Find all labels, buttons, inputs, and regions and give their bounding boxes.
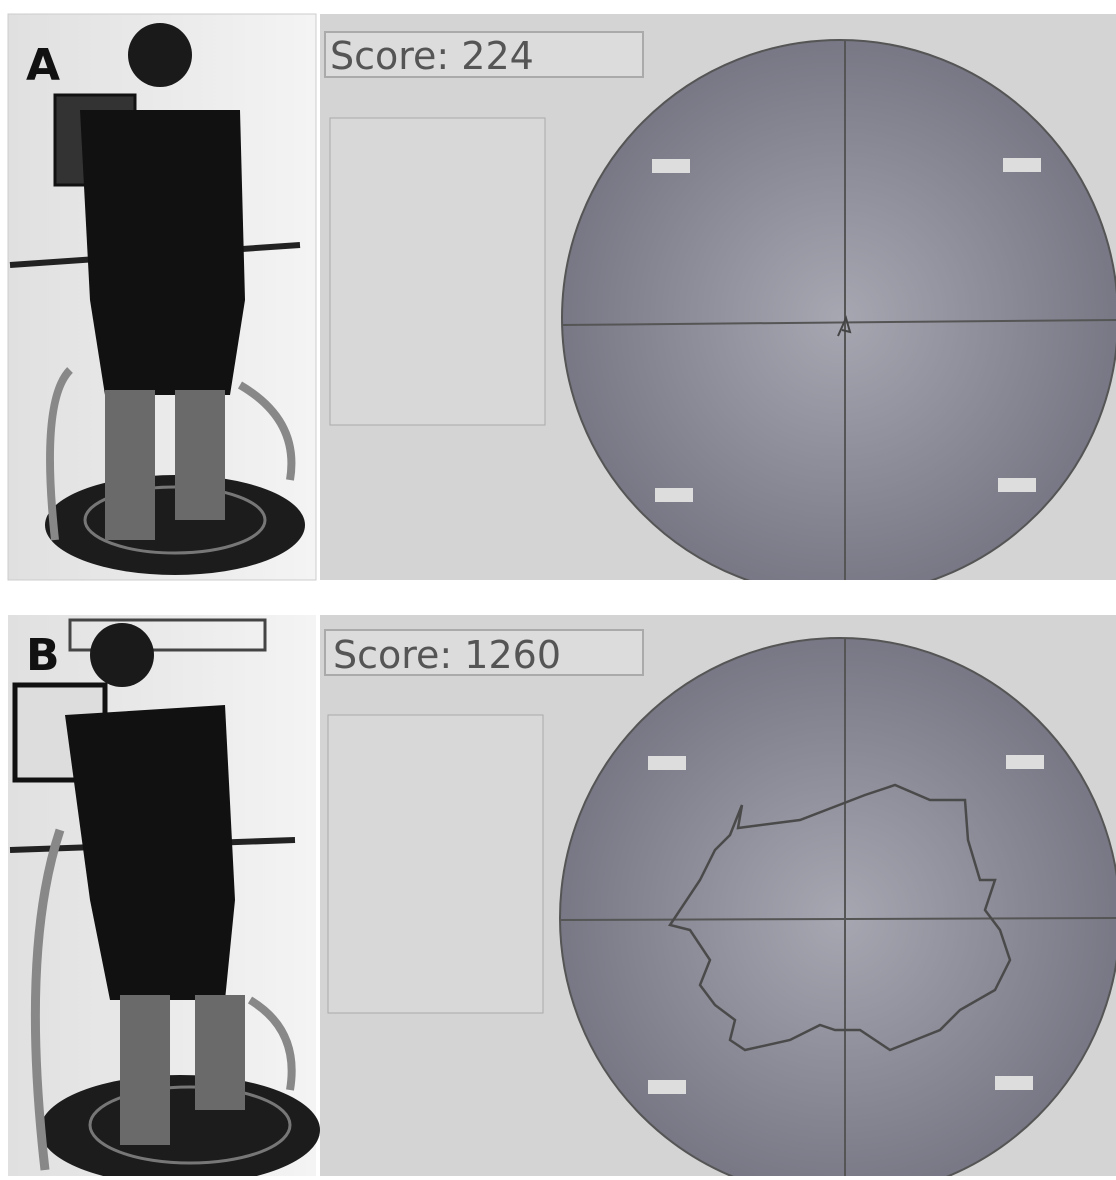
score: Score: 224 — [330, 34, 534, 78]
screen-b: Score: 1260 — [320, 615, 1116, 1176]
figure: A Score: 224 B Sc — [0, 0, 1116, 1176]
score: Score: 1260 — [333, 633, 561, 677]
panel-label: A — [26, 40, 60, 91]
panel-label: B — [26, 630, 60, 681]
page: A Score: 224 B Sc — [0, 0, 1116, 1176]
screen-a: Score: 224 — [320, 14, 1116, 596]
photo-b: B — [8, 615, 320, 1176]
photo-a: A — [8, 14, 316, 580]
